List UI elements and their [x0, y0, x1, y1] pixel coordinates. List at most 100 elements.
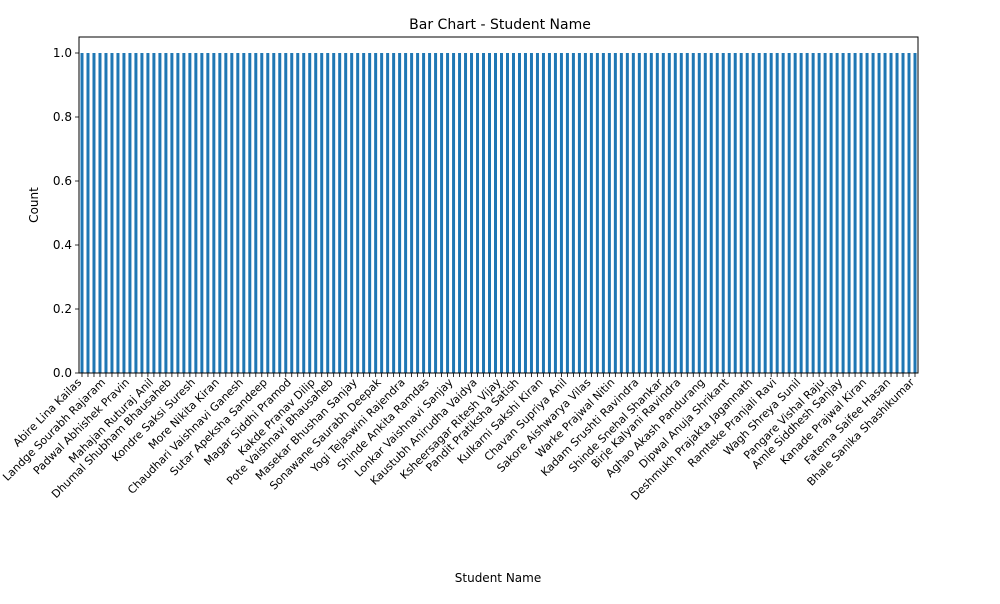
bar — [853, 53, 857, 373]
bar — [92, 53, 96, 373]
bar — [679, 53, 683, 373]
bar — [529, 53, 533, 373]
bar — [685, 53, 689, 373]
bar — [164, 53, 168, 373]
bar — [775, 53, 779, 373]
bar — [152, 53, 156, 373]
bar — [709, 53, 713, 373]
bar — [338, 53, 342, 373]
bar — [595, 53, 599, 373]
bar — [745, 53, 749, 373]
bar — [446, 53, 450, 373]
bar — [637, 53, 641, 373]
bar — [721, 53, 725, 373]
bar — [835, 53, 839, 373]
bar — [398, 53, 402, 373]
bar — [577, 53, 581, 373]
bar — [344, 53, 348, 373]
bar — [805, 53, 809, 373]
bar — [871, 53, 875, 373]
y-axis: 0.0 0.2 0.4 0.6 0.8 1.0 — [53, 46, 79, 380]
bar — [589, 53, 593, 373]
y-tick-label: 0.0 — [53, 366, 72, 380]
bar — [284, 53, 288, 373]
bar — [464, 53, 468, 373]
bar — [643, 53, 647, 373]
bar — [302, 53, 306, 373]
bar — [547, 53, 551, 373]
bar — [865, 53, 869, 373]
bar — [404, 53, 408, 373]
bar — [386, 53, 390, 373]
bar — [505, 53, 509, 373]
bar — [799, 53, 803, 373]
bar — [829, 53, 833, 373]
bar — [781, 53, 785, 373]
bar — [392, 53, 396, 373]
bar — [110, 53, 114, 373]
bar — [122, 53, 126, 373]
y-tick-label: 0.8 — [53, 110, 72, 124]
bar — [98, 53, 102, 373]
bar — [368, 53, 372, 373]
bar — [206, 53, 210, 373]
bar — [176, 53, 180, 373]
bar — [607, 53, 611, 373]
bar — [410, 53, 414, 373]
bar — [511, 53, 515, 373]
bar — [859, 53, 863, 373]
bar — [452, 53, 456, 373]
bar — [583, 53, 587, 373]
bars-group — [80, 53, 917, 373]
bar — [134, 53, 138, 373]
bar — [895, 53, 899, 373]
bar — [691, 53, 695, 373]
x-axis-label: Student Name — [455, 571, 541, 585]
bar — [266, 53, 270, 373]
bar — [769, 53, 773, 373]
bar — [500, 53, 503, 373]
bar — [619, 53, 623, 373]
bar — [434, 53, 438, 373]
bar — [727, 53, 731, 373]
bar — [883, 53, 887, 373]
bar — [739, 53, 743, 373]
bar — [751, 53, 755, 373]
bar — [248, 53, 252, 373]
bar — [823, 53, 827, 373]
bar — [242, 53, 246, 373]
bar — [763, 53, 767, 373]
bar — [889, 53, 893, 373]
bar — [128, 53, 132, 373]
bar — [374, 53, 378, 373]
bar — [194, 53, 198, 373]
bar — [236, 53, 240, 373]
bar — [320, 53, 324, 373]
bar — [440, 53, 444, 373]
y-axis-label: Count — [27, 187, 41, 223]
bar — [146, 53, 150, 373]
bar — [811, 53, 815, 373]
bar — [356, 53, 360, 373]
bar — [907, 53, 911, 373]
bar — [86, 53, 90, 373]
bar — [182, 53, 186, 373]
bar — [817, 53, 821, 373]
bar — [535, 53, 539, 373]
bar — [332, 53, 336, 373]
y-tick-label: 0.6 — [53, 174, 72, 188]
y-tick-label: 0.4 — [53, 238, 72, 252]
bar — [565, 53, 569, 373]
bar — [733, 53, 737, 373]
bar — [458, 53, 462, 373]
bar — [523, 53, 527, 373]
bar — [482, 53, 486, 373]
bar — [787, 53, 791, 373]
bar — [362, 53, 366, 373]
bar — [272, 53, 276, 373]
bar — [314, 53, 318, 373]
bar — [290, 53, 294, 373]
bar — [901, 53, 905, 373]
